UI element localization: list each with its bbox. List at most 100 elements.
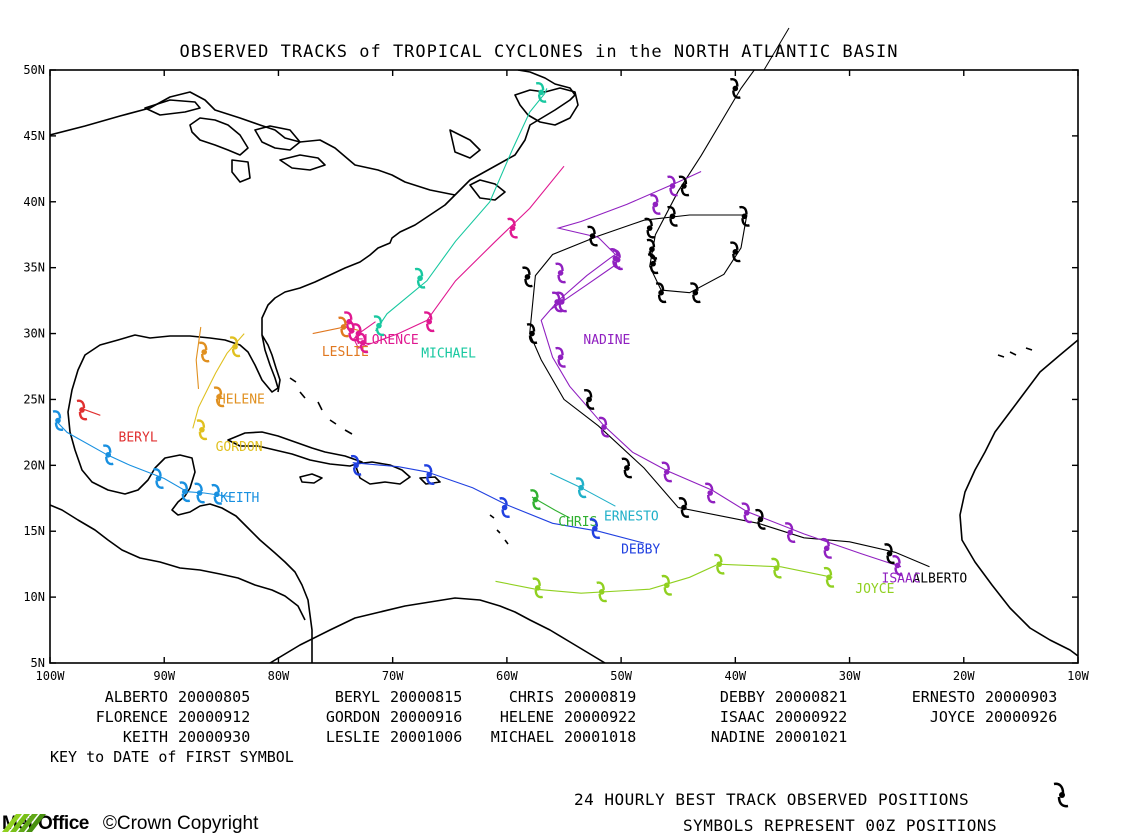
key-storm-date: 20001021 xyxy=(775,728,848,746)
key-storm-date: 20000912 xyxy=(178,708,251,726)
great-lakes xyxy=(144,99,326,183)
key-storm-name: KEITH xyxy=(122,728,168,746)
lat-tick-label: 25N xyxy=(23,392,45,406)
key-storm-name: GORDON xyxy=(325,708,380,726)
alberto-position-symbol xyxy=(678,175,690,197)
keith-label: KEITH xyxy=(220,491,259,506)
storm-symbols xyxy=(52,78,903,603)
lon-tick-label: 100W xyxy=(36,669,66,683)
alberto-position-symbol xyxy=(884,543,895,565)
keith-position-symbol xyxy=(211,483,223,505)
key-storm-name: BERYL xyxy=(334,688,380,706)
key-caption: KEY to DATE of FIRST SYMBOL xyxy=(50,748,294,766)
footer-line-2: SYMBOLS REPRESENT 00Z POSITIONS xyxy=(683,816,998,835)
cyclone-symbol-icon xyxy=(1053,782,1069,808)
key-storm-name: ERNESTO xyxy=(911,688,975,706)
helene-position-symbol xyxy=(213,386,225,408)
met-office-wave-icon xyxy=(2,814,46,832)
coastline-africa xyxy=(959,339,1078,657)
alberto-position-symbol xyxy=(646,238,658,260)
alberto-track-extension xyxy=(763,27,790,71)
debby-position-symbol xyxy=(423,464,435,485)
beryl-position-symbol xyxy=(76,399,88,421)
debby-track xyxy=(352,462,645,544)
key-storm-date: 20000815 xyxy=(390,688,463,706)
coastline-north-america xyxy=(50,70,576,663)
michael-position-symbol xyxy=(414,267,426,289)
isaac-position-symbol xyxy=(741,502,753,524)
florence-position-symbol xyxy=(346,320,357,342)
lat-tick-label: 40N xyxy=(23,195,45,209)
coastline-canary-islands xyxy=(997,347,1033,358)
alberto-position-symbol xyxy=(755,508,766,530)
chris-position-symbol xyxy=(530,489,541,511)
ernesto-position-symbol xyxy=(575,477,587,499)
alberto-position-symbol xyxy=(730,241,741,263)
alberto-position-symbol xyxy=(526,323,538,344)
coastline-lesser-antilles xyxy=(489,514,509,545)
isaac-position-symbol xyxy=(555,262,566,284)
key-storm-date: 20000922 xyxy=(775,708,848,726)
leslie-label: LESLIE xyxy=(322,345,369,360)
isaac-position-symbol xyxy=(661,461,673,483)
storm-tracks xyxy=(55,70,930,594)
helene-track xyxy=(195,326,202,389)
isaac-position-symbol xyxy=(821,537,833,559)
alberto-position-symbol xyxy=(583,389,595,410)
lon-tick-label: 40W xyxy=(724,669,746,683)
coastlines xyxy=(50,70,1078,663)
coastline-florida xyxy=(261,334,281,393)
florence-track xyxy=(353,165,565,349)
isaac-position-symbol xyxy=(784,522,796,543)
michael-label: MICHAEL xyxy=(421,346,476,361)
michael-position-symbol xyxy=(535,81,547,103)
coastline-south-america xyxy=(269,597,606,663)
isaac-track xyxy=(540,171,902,568)
footer-line-1: 24 HOURLY BEST TRACK OBSERVED POSITIONS xyxy=(574,790,970,809)
keith-position-symbol xyxy=(179,481,191,503)
debby-position-symbol xyxy=(499,497,510,518)
key-storm-date: 20000903 xyxy=(985,688,1058,706)
helene-label: HELENE xyxy=(218,392,265,407)
key-storm-name: HELENE xyxy=(499,708,554,726)
lon-tick-label: 90W xyxy=(153,669,175,683)
florence-position-symbol xyxy=(507,217,518,239)
key-storm-name: MICHAEL xyxy=(490,728,554,746)
keith-position-symbol xyxy=(52,410,64,431)
key-storm-date: 20001018 xyxy=(564,728,637,746)
debby-position-symbol xyxy=(589,518,601,540)
chris-label: CHRIS xyxy=(558,515,597,530)
coastline-hispaniola xyxy=(354,461,411,485)
debby-position-symbol xyxy=(350,454,362,476)
key-storm-date: 20000926 xyxy=(985,708,1058,726)
lat-tick-label: 5N xyxy=(31,656,45,670)
coastline-jamaica xyxy=(299,473,323,484)
joyce-label: JOYCE xyxy=(855,582,894,597)
keith-position-symbol xyxy=(102,444,114,466)
isaac-position-symbol xyxy=(598,416,610,438)
lon-tick-label: 80W xyxy=(268,669,290,683)
florence-position-symbol xyxy=(423,311,435,333)
key-storm-date: 20000922 xyxy=(564,708,637,726)
key-storm-date: 20000821 xyxy=(775,688,848,706)
lat-tick-label: 20N xyxy=(23,458,45,472)
isaac-position-symbol xyxy=(650,193,661,215)
key-storm-name: NADINE xyxy=(710,728,765,746)
key-storm-date: 20000819 xyxy=(564,688,637,706)
lon-tick-label: 50W xyxy=(610,669,632,683)
lat-tick-label: 35N xyxy=(23,261,45,275)
keith-position-symbol xyxy=(194,482,205,504)
leslie-position-symbol xyxy=(338,316,349,338)
key-storm-name: ALBERTO xyxy=(104,688,168,706)
alberto-position-symbol xyxy=(655,282,667,304)
key-storm-name: FLORENCE xyxy=(95,708,168,726)
michael-track xyxy=(375,88,548,332)
beryl-track xyxy=(81,408,101,416)
gordon-position-symbol xyxy=(229,336,241,358)
map-title: OBSERVED TRACKS of TROPICAL CYCLONES in … xyxy=(179,42,899,62)
keith-position-symbol xyxy=(153,468,164,489)
key-storm-date: 20000916 xyxy=(390,708,463,726)
alberto-position-symbol xyxy=(647,253,659,275)
key-storm-date: 20000930 xyxy=(178,728,251,746)
alberto-position-symbol xyxy=(678,497,690,518)
